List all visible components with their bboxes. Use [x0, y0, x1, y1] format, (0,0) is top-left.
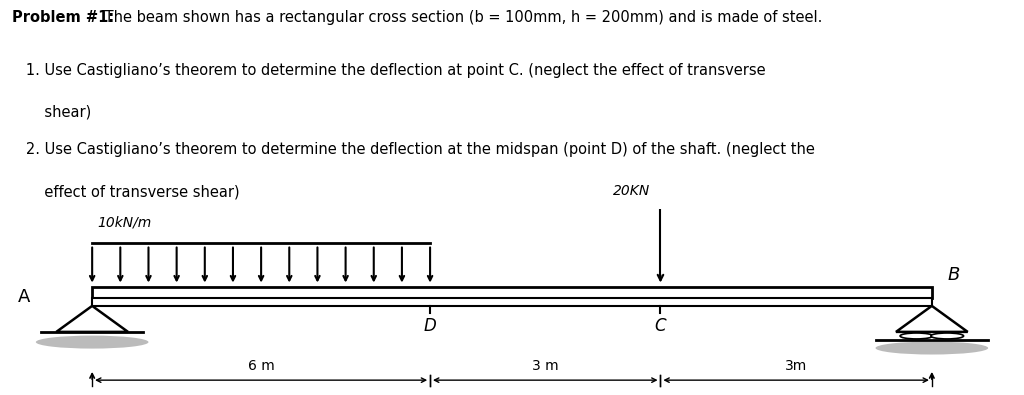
Text: 10kN/m: 10kN/m — [97, 216, 152, 230]
Text: 20KN: 20KN — [613, 184, 650, 198]
Polygon shape — [92, 299, 932, 306]
Polygon shape — [92, 287, 932, 299]
Text: A: A — [18, 288, 31, 306]
Ellipse shape — [876, 342, 988, 355]
Text: 6 m: 6 m — [248, 359, 274, 373]
Ellipse shape — [36, 336, 148, 349]
Text: The beam shown has a rectangular cross section (b = 100mm, h = 200mm) and is mad: The beam shown has a rectangular cross s… — [100, 10, 822, 25]
Circle shape — [900, 333, 933, 339]
Circle shape — [931, 333, 964, 339]
Text: B: B — [947, 265, 959, 284]
Text: 2. Use Castigliano’s theorem to determine the deflection at the midspan (point D: 2. Use Castigliano’s theorem to determin… — [12, 142, 815, 157]
Text: Problem #1:: Problem #1: — [12, 10, 115, 25]
Text: 3m: 3m — [785, 359, 807, 373]
Text: 3 m: 3 m — [531, 359, 559, 373]
Text: D: D — [424, 317, 436, 335]
Polygon shape — [896, 306, 968, 332]
Text: C: C — [654, 317, 667, 335]
Text: 1. Use Castigliano’s theorem to determine the deflection at point C. (neglect th: 1. Use Castigliano’s theorem to determin… — [12, 63, 766, 78]
Polygon shape — [56, 306, 128, 332]
Text: effect of transverse shear): effect of transverse shear) — [12, 184, 240, 199]
Text: shear): shear) — [12, 105, 91, 120]
